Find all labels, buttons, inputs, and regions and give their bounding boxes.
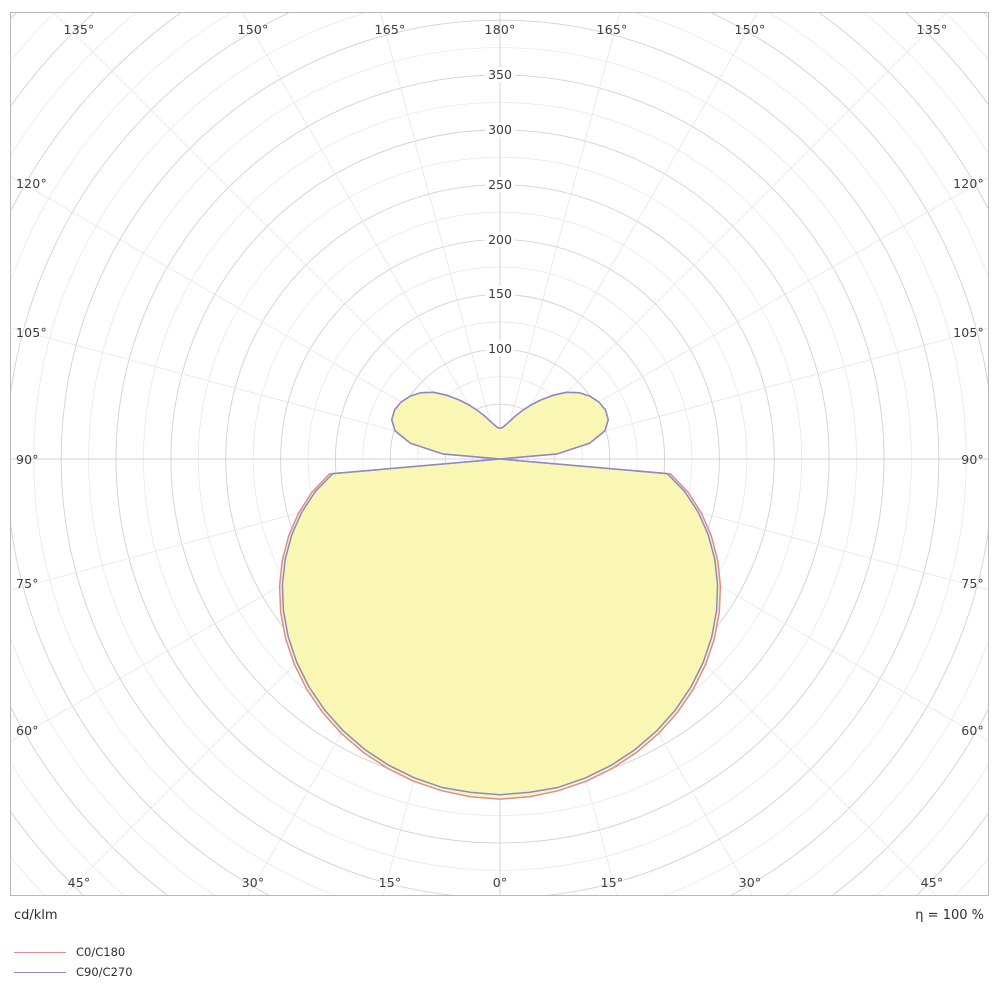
angle-label-left-1: 105° xyxy=(16,325,47,340)
angle-label-right-1: 105° xyxy=(953,325,984,340)
legend: C0/C180 C90/C270 xyxy=(14,942,133,982)
radial-tick-100: 100 xyxy=(485,341,515,357)
angle-label-right-3: 75° xyxy=(961,576,984,591)
angle-label-top-0: 135° xyxy=(63,22,95,37)
legend-swatch-line-icon xyxy=(14,971,66,973)
chart-footer: cd/klm η = 100 % C0/C180 C90/C270 xyxy=(0,900,1000,1000)
angle-label-bottom-6: 45° xyxy=(920,875,944,890)
angle-label-right-2: 90° xyxy=(961,452,984,467)
angle-label-bottom-5: 30° xyxy=(738,875,762,890)
angle-label-bottom-4: 15° xyxy=(600,875,624,890)
legend-item-c0-c180[interactable]: C0/C180 xyxy=(14,942,133,962)
angle-label-bottom-2: 15° xyxy=(378,875,402,890)
angle-label-top-6: 135° xyxy=(916,22,948,37)
angle-label-left-3: 75° xyxy=(16,576,39,591)
angle-label-right-4: 60° xyxy=(961,723,984,738)
angle-label-bottom-1: 30° xyxy=(241,875,265,890)
radial-tick-250: 250 xyxy=(485,176,515,192)
angle-label-bottom-3: 0° xyxy=(492,875,508,890)
legend-label: C90/C270 xyxy=(76,965,133,979)
angle-label-top-5: 150° xyxy=(734,22,766,37)
angle-label-bottom-0: 45° xyxy=(67,875,91,890)
angle-label-top-2: 165° xyxy=(374,22,406,37)
angle-label-left-4: 60° xyxy=(16,723,39,738)
plot-area-frame xyxy=(10,12,989,896)
angle-label-top-1: 150° xyxy=(237,22,269,37)
angle-label-left-0: 120° xyxy=(16,176,47,191)
legend-label: C0/C180 xyxy=(76,945,126,959)
angle-label-top-3: 180° xyxy=(484,22,516,37)
angle-label-right-0: 120° xyxy=(953,176,984,191)
unit-label: cd/klm xyxy=(14,908,58,923)
efficiency-label: η = 100 % xyxy=(915,908,984,923)
radial-tick-300: 300 xyxy=(485,121,515,137)
radial-tick-350: 350 xyxy=(485,67,515,82)
radial-tick-200: 200 xyxy=(485,231,515,247)
legend-item-c90-c270[interactable]: C90/C270 xyxy=(14,962,133,982)
legend-swatch-line-icon xyxy=(14,951,66,953)
angle-label-left-2: 90° xyxy=(16,452,39,467)
radial-tick-150: 150 xyxy=(485,286,515,302)
angle-label-top-4: 165° xyxy=(596,22,628,37)
